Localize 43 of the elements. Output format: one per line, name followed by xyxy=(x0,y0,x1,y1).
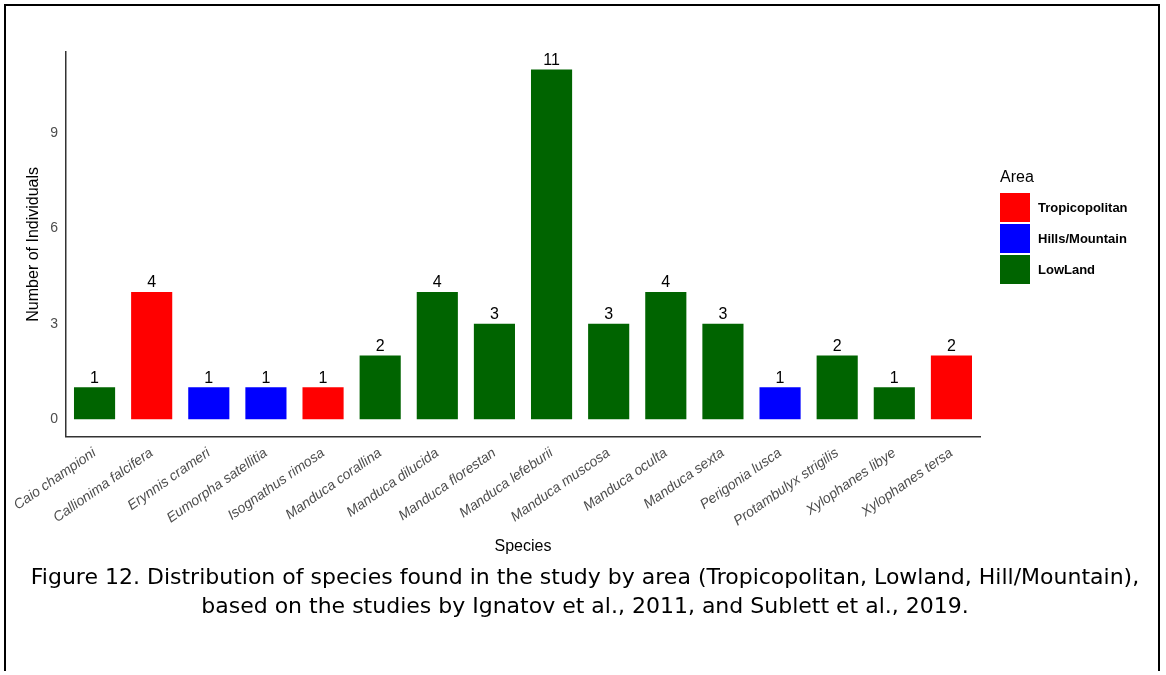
data-label: 1 xyxy=(889,368,899,386)
data-label: 4 xyxy=(661,273,671,291)
y-axis-title: Number of Individuals xyxy=(24,166,42,322)
data-label: 11 xyxy=(543,50,560,68)
bar xyxy=(702,323,744,420)
bar xyxy=(530,69,573,420)
data-label: 4 xyxy=(432,273,442,291)
legend-label: Hills/Mountain xyxy=(1038,231,1127,246)
bar xyxy=(873,387,915,420)
bar xyxy=(188,387,230,420)
data-label: 3 xyxy=(489,305,499,323)
legend-label: LowLand xyxy=(1038,262,1096,277)
data-label: 2 xyxy=(832,336,842,354)
data-label: 1 xyxy=(204,368,214,386)
y-tick-label: 3 xyxy=(50,314,59,331)
bar xyxy=(816,355,858,420)
bar xyxy=(416,292,458,420)
bar xyxy=(588,323,630,420)
bar xyxy=(645,292,687,420)
data-label: 1 xyxy=(775,368,785,386)
data-label: 1 xyxy=(261,368,271,386)
data-label: 1 xyxy=(318,368,328,386)
legend-title: Area xyxy=(1000,168,1035,186)
data-label: 2 xyxy=(946,336,956,354)
y-tick-label: 9 xyxy=(50,123,59,140)
bar xyxy=(473,323,515,420)
y-tick-label: 6 xyxy=(50,219,59,236)
bar xyxy=(930,355,972,420)
bar xyxy=(73,387,116,420)
bar xyxy=(131,292,173,420)
x-axis-title: Species xyxy=(494,536,552,554)
y-tick-label: 0 xyxy=(50,410,59,427)
bar xyxy=(245,387,287,420)
data-label: 4 xyxy=(147,273,157,291)
bar xyxy=(359,355,401,420)
data-label: 3 xyxy=(718,305,728,323)
data-label: 1 xyxy=(90,368,100,386)
legend-label: Tropicopolitan xyxy=(1038,200,1128,215)
caption: Figure 12. Distribution of species found in the study by area (Tropicopolitan, Lowland, Hill/Mountain), based on the studies by Ignatov et al., 2011, and Sublett et al., 2019. xyxy=(30,563,1140,620)
bar xyxy=(759,387,801,420)
data-label: 3 xyxy=(604,305,614,323)
data-label: 2 xyxy=(375,336,385,354)
bar xyxy=(302,387,344,420)
